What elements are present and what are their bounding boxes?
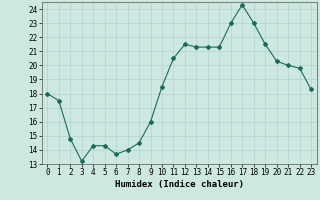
X-axis label: Humidex (Indice chaleur): Humidex (Indice chaleur) [115,180,244,189]
